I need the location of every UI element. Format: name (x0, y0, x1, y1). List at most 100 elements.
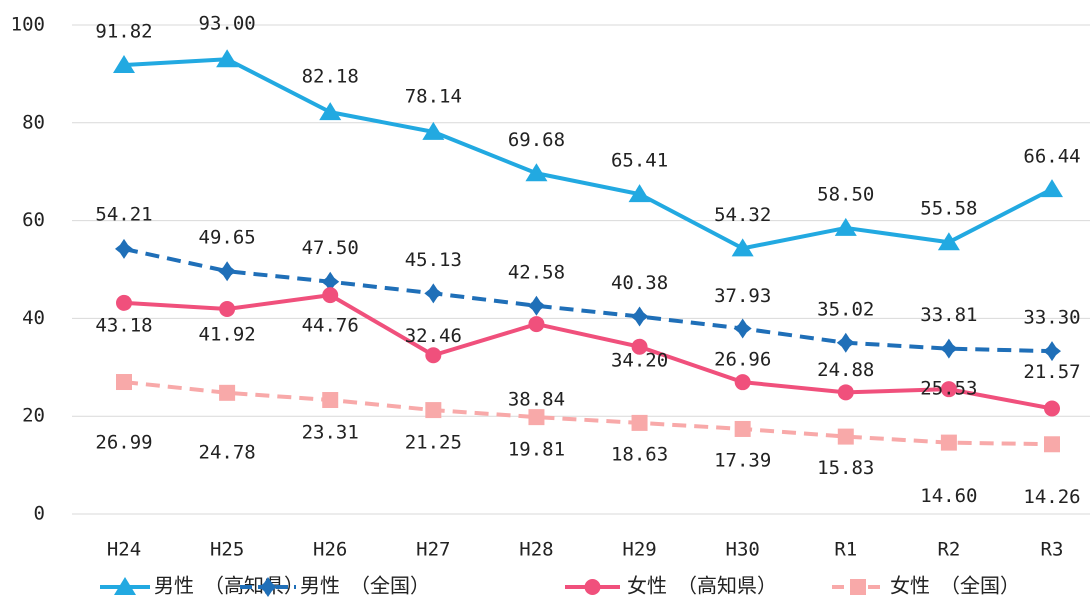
legend-marker (114, 577, 136, 595)
marker (834, 217, 857, 236)
series-line (123, 293, 1053, 411)
marker (1043, 341, 1061, 362)
data-label: 24.88 (817, 359, 874, 381)
marker (940, 381, 957, 398)
marker (940, 434, 957, 451)
marker (321, 271, 340, 292)
series-line (123, 380, 1053, 447)
series-line (123, 57, 1053, 251)
data-label: 49.65 (199, 227, 256, 249)
data-label: 14.60 (920, 485, 977, 507)
data-label: 54.32 (714, 204, 771, 226)
data-label: 24.78 (199, 441, 256, 463)
marker (1041, 179, 1063, 198)
marker (422, 121, 445, 140)
data-label: 19.81 (508, 439, 565, 461)
data-label: 47.50 (302, 237, 359, 259)
data-label: 93.00 (199, 13, 256, 35)
data-label: 37.93 (714, 285, 771, 307)
data-label: 18.63 (611, 443, 668, 465)
marker (734, 420, 751, 437)
data-label: 82.18 (302, 66, 359, 88)
marker (631, 414, 648, 431)
data-label: 69.68 (508, 129, 565, 151)
marker (322, 287, 339, 304)
marker (939, 338, 958, 359)
data-label: 44.76 (302, 315, 359, 337)
marker (733, 318, 752, 339)
data-label: 33.81 (920, 304, 977, 326)
data-label: 21.57 (1023, 361, 1080, 383)
marker (424, 283, 443, 304)
y-tick-label: 100 (11, 14, 45, 36)
data-label: 65.41 (611, 150, 668, 172)
marker (731, 238, 754, 257)
marker (528, 409, 545, 426)
x-tick-label: H28 (519, 539, 553, 561)
data-label: 15.83 (817, 457, 874, 479)
data-label: 33.30 (1023, 307, 1080, 329)
x-tick-label: R2 (937, 539, 960, 561)
data-label: 58.50 (817, 183, 874, 205)
x-tick-label: H29 (622, 539, 656, 561)
marker (1044, 436, 1060, 453)
marker (628, 184, 651, 203)
legend-marker (850, 579, 866, 595)
marker (113, 55, 135, 74)
x-tick-label: H30 (726, 539, 760, 561)
data-label: 42.58 (508, 261, 565, 283)
marker (216, 49, 239, 68)
y-tick-label: 80 (22, 111, 45, 133)
data-label: 34.20 (611, 349, 668, 371)
marker (525, 163, 548, 182)
marker (631, 338, 648, 355)
data-label: 45.13 (405, 249, 462, 271)
marker (322, 392, 339, 409)
data-label: 40.38 (611, 272, 668, 294)
y-tick-label: 20 (22, 405, 45, 427)
data-label: 43.18 (95, 314, 152, 336)
data-label: 41.92 (199, 324, 256, 346)
legend-label: 男性 （全国） (300, 574, 430, 598)
marker (319, 102, 342, 121)
data-label: 66.44 (1023, 146, 1080, 168)
marker (630, 306, 649, 327)
data-label: 91.82 (95, 21, 152, 43)
y-tick-label: 40 (22, 307, 45, 329)
marker (527, 295, 546, 316)
x-tick-label: R3 (1041, 539, 1064, 561)
data-label: 17.39 (714, 449, 771, 471)
legend-marker (259, 577, 277, 597)
legend-label: 女性 （高知県） (627, 574, 777, 598)
data-label: 21.25 (405, 432, 462, 454)
marker (734, 374, 751, 391)
marker (1044, 400, 1060, 417)
y-tick-label: 60 (22, 209, 45, 231)
data-label: 35.02 (817, 298, 874, 320)
marker (115, 238, 133, 259)
marker (425, 402, 442, 419)
marker (837, 428, 854, 445)
x-tick-label: H27 (416, 539, 450, 561)
marker (116, 374, 132, 391)
marker (219, 301, 236, 318)
marker (528, 316, 545, 333)
x-tick-label: R1 (834, 539, 857, 561)
data-label: 26.96 (714, 349, 771, 371)
data-label: 78.14 (405, 85, 462, 107)
x-tick-label: H26 (313, 539, 347, 561)
data-label: 14.26 (1023, 486, 1080, 508)
legend-label: 女性 （全国） (890, 574, 1020, 598)
marker (116, 294, 132, 311)
marker (937, 232, 960, 251)
marker (219, 384, 236, 401)
x-tick-label: H25 (210, 539, 244, 561)
data-label: 54.21 (95, 203, 152, 225)
data-label: 38.84 (508, 389, 565, 411)
marker (425, 347, 442, 364)
marker (836, 332, 855, 353)
marker (218, 261, 237, 282)
data-label: 26.99 (95, 432, 152, 454)
x-tick-label: H24 (107, 539, 141, 561)
